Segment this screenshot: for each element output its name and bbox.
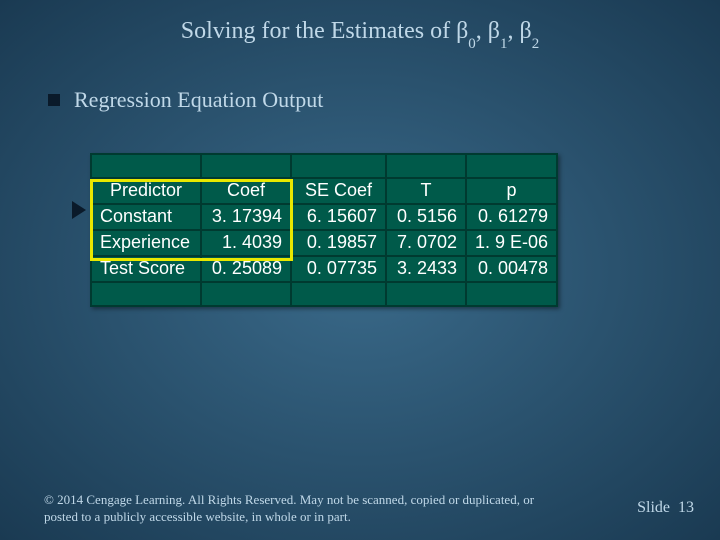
- cell: 0. 61279: [466, 204, 557, 230]
- slide-title: Solving for the Estimates of β0, β1, β2: [0, 0, 720, 49]
- regression-table: Predictor Coef SE Coef T p Constant 3. 1…: [90, 153, 558, 307]
- beta0: β: [456, 18, 468, 44]
- cell: 0. 19857: [291, 230, 386, 256]
- col-secoef: SE Coef: [291, 178, 386, 204]
- table-row: Experience 1. 4039 0. 19857 7. 0702 1. 9…: [91, 230, 557, 256]
- beta2: β: [520, 18, 532, 44]
- beta0-sub: 0: [468, 36, 476, 52]
- beta1-sub: 1: [500, 36, 508, 52]
- cell-predictor: Test Score: [91, 256, 201, 282]
- cell: 6. 15607: [291, 204, 386, 230]
- arrow-right-icon: [72, 201, 86, 219]
- table-header-row: Predictor Coef SE Coef T p: [91, 178, 557, 204]
- footer: © 2014 Cengage Learning. All Rights Rese…: [0, 491, 720, 526]
- bullet-row: Regression Equation Output: [48, 87, 720, 113]
- cell: 1. 4039: [201, 230, 291, 256]
- slide-label: Slide: [637, 499, 670, 516]
- spacer-row-bottom: [91, 282, 557, 306]
- cell: 0. 07735: [291, 256, 386, 282]
- slide-num-value: 13: [678, 499, 694, 516]
- cell-predictor: Constant: [91, 204, 201, 230]
- copyright-text: © 2014 Cengage Learning. All Rights Rese…: [44, 491, 564, 526]
- cell-predictor: Experience: [91, 230, 201, 256]
- cell: 3. 17394: [201, 204, 291, 230]
- cell: 0. 25089: [201, 256, 291, 282]
- col-coef: Coef: [201, 178, 291, 204]
- beta2-sub: 2: [532, 36, 540, 52]
- bullet-square-icon: [48, 94, 60, 106]
- cell: 0. 5156: [386, 204, 466, 230]
- cell: 3. 2433: [386, 256, 466, 282]
- table-row: Test Score 0. 25089 0. 07735 3. 2433 0. …: [91, 256, 557, 282]
- slide-number: Slide 13: [637, 499, 694, 517]
- cell: 0. 00478: [466, 256, 557, 282]
- cell: 1. 9 E-06: [466, 230, 557, 256]
- spacer-row-top: [91, 154, 557, 178]
- table-row: Constant 3. 17394 6. 15607 0. 5156 0. 61…: [91, 204, 557, 230]
- col-p: p: [466, 178, 557, 204]
- beta1: β: [488, 18, 500, 44]
- cell: 7. 0702: [386, 230, 466, 256]
- title-prefix: Solving for the Estimates of: [181, 18, 456, 44]
- subtitle-text: Regression Equation Output: [74, 87, 323, 113]
- col-predictor: Predictor: [91, 178, 201, 204]
- col-t: T: [386, 178, 466, 204]
- table-region: Predictor Coef SE Coef T p Constant 3. 1…: [90, 153, 720, 307]
